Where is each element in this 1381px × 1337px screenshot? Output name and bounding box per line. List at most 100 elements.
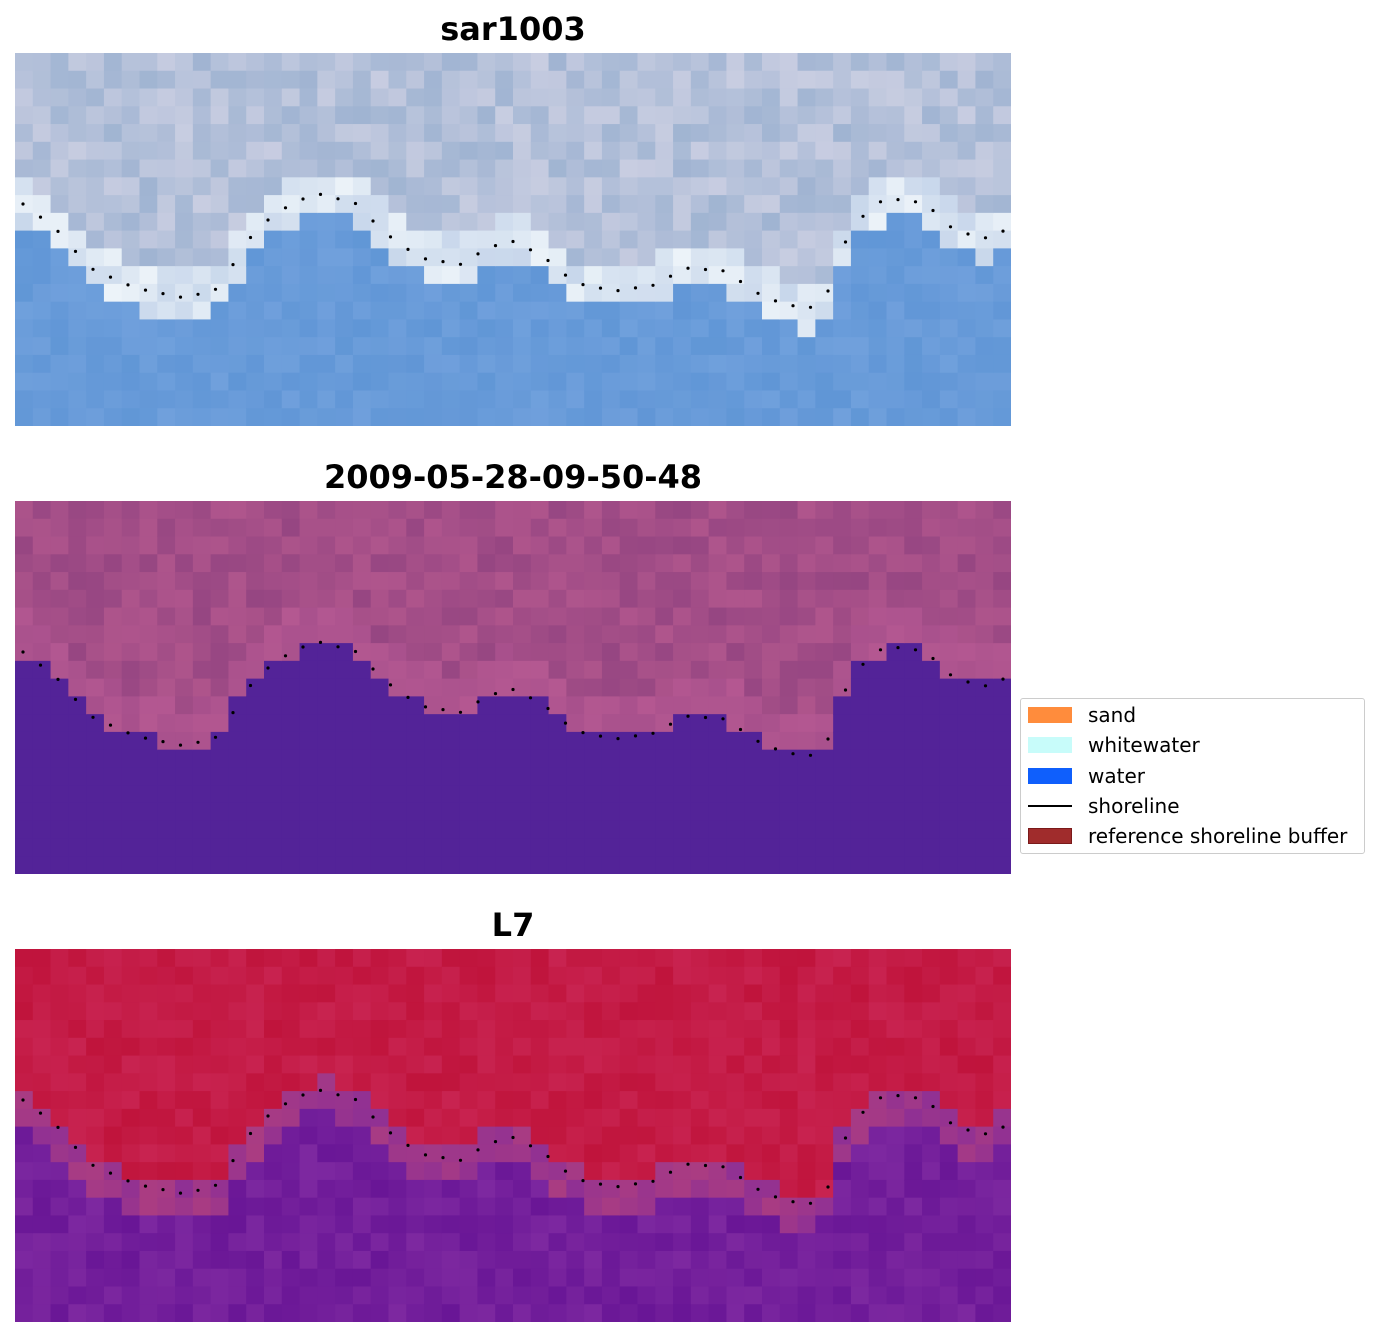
image-pixel <box>424 141 443 161</box>
image-pixel <box>548 212 567 232</box>
image-pixel <box>477 802 496 822</box>
image-pixel <box>370 966 390 986</box>
image-pixel <box>673 1144 692 1163</box>
image-pixel <box>86 820 105 840</box>
image-pixel <box>281 767 301 786</box>
image-pixel <box>513 1268 532 1288</box>
image-pixel <box>352 1197 372 1217</box>
image-pixel <box>762 714 781 733</box>
image-pixel <box>86 696 105 715</box>
image-pixel <box>352 643 372 662</box>
image-pixel <box>210 731 230 751</box>
image-pixel <box>601 1073 621 1092</box>
image-pixel <box>601 88 621 107</box>
image-pixel <box>32 838 52 857</box>
shoreline-point <box>91 1163 95 1167</box>
image-pixel <box>833 660 852 680</box>
image-pixel <box>157 195 176 214</box>
image-pixel <box>637 1037 656 1057</box>
image-pixel <box>815 1268 834 1288</box>
image-pixel <box>175 696 194 715</box>
image-pixel <box>922 554 941 573</box>
image-pixel <box>530 1073 550 1092</box>
image-pixel <box>655 714 674 733</box>
image-pixel <box>530 1304 550 1322</box>
image-pixel <box>192 106 212 125</box>
image-pixel <box>566 589 585 609</box>
image-pixel <box>459 390 479 409</box>
image-pixel <box>175 337 194 356</box>
image-pixel <box>797 301 816 321</box>
image-pixel <box>317 1215 336 1234</box>
image-pixel <box>619 159 639 178</box>
image-pixel <box>459 714 479 733</box>
image-pixel <box>957 749 977 769</box>
image-pixel <box>993 283 1011 303</box>
image-pixel <box>957 802 977 822</box>
image-pixel <box>210 1020 230 1039</box>
image-pixel <box>352 1250 372 1270</box>
image-pixel <box>388 856 407 874</box>
image-pixel <box>530 230 550 249</box>
image-pixel <box>833 266 852 285</box>
image-pixel <box>86 949 105 968</box>
image-pixel <box>299 1268 318 1288</box>
image-pixel <box>815 1126 834 1145</box>
image-pixel <box>655 984 674 1003</box>
image-pixel <box>762 53 781 72</box>
image-pixel <box>673 589 692 609</box>
image-pixel <box>708 554 728 573</box>
image-pixel <box>424 1055 443 1074</box>
image-pixel <box>264 554 283 573</box>
image-pixel <box>495 1250 514 1270</box>
image-pixel <box>317 372 336 392</box>
image-pixel <box>993 1250 1011 1270</box>
image-pixel <box>833 230 852 249</box>
image-pixel <box>175 1268 194 1288</box>
image-pixel <box>317 266 336 285</box>
image-pixel <box>673 767 692 786</box>
image-pixel <box>690 319 710 338</box>
image-pixel <box>957 53 977 72</box>
image-pixel <box>335 1162 354 1181</box>
image-pixel <box>904 1268 923 1288</box>
image-pixel <box>477 248 496 267</box>
image-pixel <box>744 283 763 303</box>
image-pixel <box>584 301 603 321</box>
image-pixel <box>68 1073 87 1092</box>
image-pixel <box>246 1197 265 1217</box>
image-pixel <box>210 856 230 874</box>
image-pixel <box>673 554 692 573</box>
image-pixel <box>50 1020 69 1039</box>
image-pixel <box>157 696 176 715</box>
image-pixel <box>477 554 496 573</box>
image-pixel <box>388 984 407 1003</box>
image-pixel <box>993 856 1011 874</box>
image-pixel <box>637 1162 656 1181</box>
image-pixel <box>370 88 390 107</box>
image-pixel <box>175 572 194 591</box>
image-pixel <box>566 212 585 232</box>
image-pixel <box>637 1233 656 1252</box>
image-pixel <box>762 501 781 520</box>
image-pixel <box>655 1162 674 1181</box>
image-pixel <box>15 838 34 857</box>
image-pixel <box>477 53 496 72</box>
image-pixel <box>922 1002 941 1021</box>
image-pixel <box>601 643 621 662</box>
image-pixel <box>637 856 656 874</box>
image-pixel <box>388 212 407 232</box>
image-pixel <box>139 554 158 573</box>
image-pixel <box>15 1179 34 1199</box>
image-pixel <box>833 696 852 715</box>
image-pixel <box>762 589 781 609</box>
image-pixel <box>975 838 994 857</box>
image-pixel <box>388 678 407 697</box>
image-pixel <box>957 643 977 662</box>
image-pixel <box>317 749 336 769</box>
image-pixel <box>406 70 425 90</box>
image-pixel <box>495 53 514 72</box>
image-pixel <box>708 1215 728 1234</box>
image-pixel <box>264 660 283 680</box>
image-pixel <box>673 1304 692 1322</box>
